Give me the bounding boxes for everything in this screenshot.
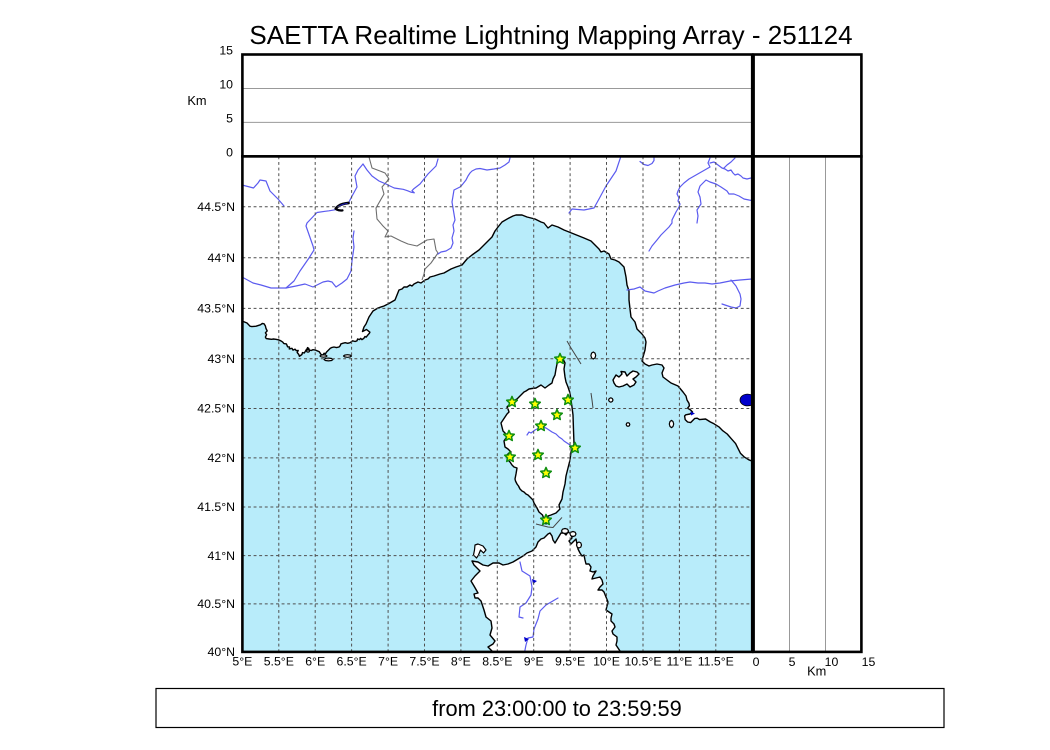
svg-text:8°E: 8°E (451, 655, 471, 669)
svg-text:15: 15 (219, 43, 233, 57)
svg-text:6°E: 6°E (305, 655, 325, 669)
svg-text:10: 10 (219, 77, 233, 91)
svg-text:41.5°N: 41.5°N (197, 500, 235, 514)
svg-text:11°E: 11°E (666, 655, 692, 669)
svg-text:0: 0 (753, 655, 760, 669)
svg-text:5.5°E: 5.5°E (264, 655, 294, 669)
svg-text:44°N: 44°N (208, 251, 235, 265)
svg-text:42.5°N: 42.5°N (197, 402, 235, 416)
svg-text:44.5°N: 44.5°N (197, 200, 235, 214)
svg-text:43.5°N: 43.5°N (197, 302, 235, 316)
svg-text:43°N: 43°N (208, 352, 235, 366)
svg-text:5°E: 5°E (232, 655, 252, 669)
svg-text:10°E: 10°E (593, 655, 620, 669)
svg-text:10.5°E: 10.5°E (624, 655, 661, 669)
svg-text:7.5°E: 7.5°E (409, 655, 439, 669)
svg-text:10: 10 (825, 655, 839, 669)
svg-text:8.5°E: 8.5°E (482, 655, 512, 669)
svg-text:15: 15 (862, 655, 876, 669)
svg-text:6.5°E: 6.5°E (336, 655, 366, 669)
svg-text:42°N: 42°N (208, 451, 235, 465)
svg-text:0: 0 (226, 145, 233, 159)
svg-text:SAETTA Realtime Lightning Mapp: SAETTA Realtime Lightning Mapping Array … (249, 20, 852, 50)
svg-text:9.5°E: 9.5°E (555, 655, 585, 669)
svg-text:11.5°E: 11.5°E (698, 655, 734, 669)
svg-text:40°N: 40°N (208, 645, 235, 659)
svg-text:40.5°N: 40.5°N (197, 597, 235, 611)
svg-text:5: 5 (789, 655, 796, 669)
svg-text:9°E: 9°E (524, 655, 544, 669)
svg-text:41°N: 41°N (208, 549, 235, 563)
svg-text:Km: Km (187, 93, 206, 108)
svg-text:Km: Km (807, 664, 826, 679)
svg-text:from 23:00:00 to 23:59:59: from 23:00:00 to 23:59:59 (432, 696, 682, 721)
svg-text:5: 5 (226, 111, 233, 125)
svg-text:7°E: 7°E (378, 655, 398, 669)
